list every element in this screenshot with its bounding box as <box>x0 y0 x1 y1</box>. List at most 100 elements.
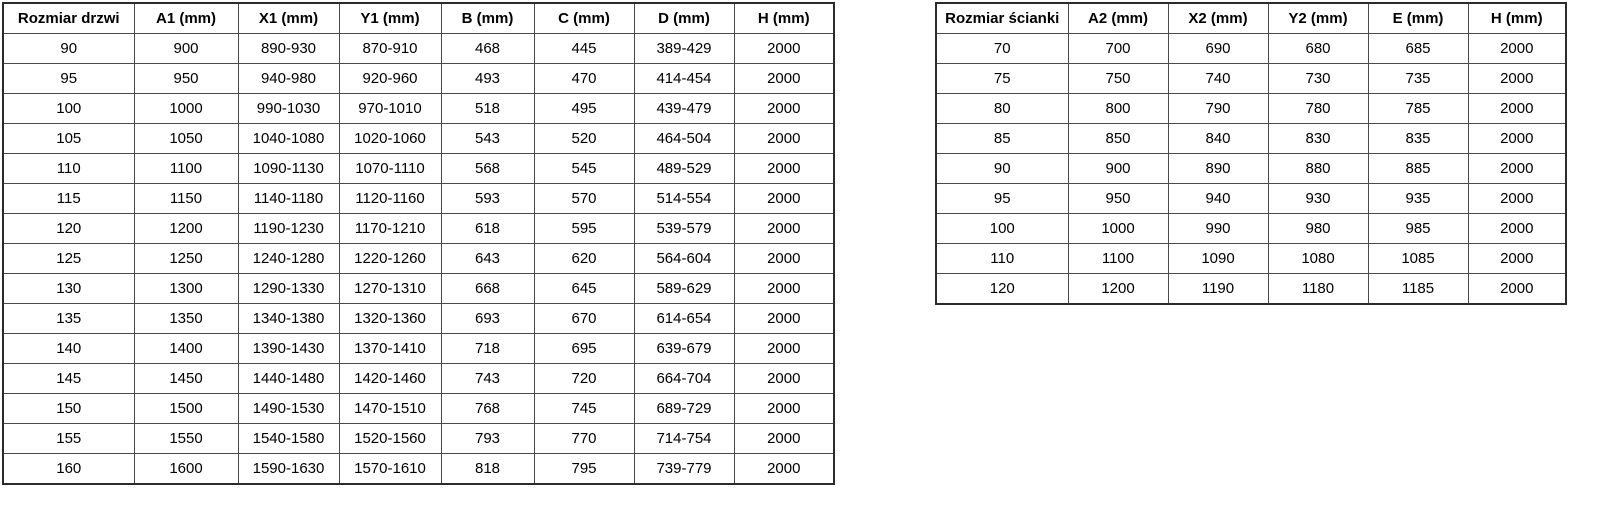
table-cell: 2000 <box>1467 153 1567 184</box>
table-cell: 950 <box>133 63 239 94</box>
table-cell: 1080 <box>1267 243 1369 274</box>
header-cell: X2 (mm) <box>1167 2 1269 34</box>
table-row: 75 750 740 730 735 2000 <box>935 63 1567 94</box>
table-cell: 718 <box>440 333 535 364</box>
table-cell: 2000 <box>733 243 835 274</box>
table-cell: 2000 <box>733 303 835 334</box>
table-cell: 940 <box>1167 183 1269 214</box>
table-cell: 100 <box>935 213 1069 244</box>
table-cell: 1350 <box>133 303 239 334</box>
table-row: 85 850 840 830 835 2000 <box>935 123 1567 154</box>
table-cell: 1100 <box>133 153 239 184</box>
table-cell: 818 <box>440 453 535 485</box>
table-cell: 1200 <box>1067 273 1169 305</box>
table-cell: 80 <box>935 93 1069 124</box>
table-cell: 1590-1630 <box>237 453 340 485</box>
table-cell: 520 <box>533 123 635 154</box>
table-cell: 145 <box>2 363 135 394</box>
table-cell: 495 <box>533 93 635 124</box>
table-cell: 1440-1480 <box>237 363 340 394</box>
table-cell: 2000 <box>1467 213 1567 244</box>
table-cell: 1190 <box>1167 273 1269 305</box>
table-cell: 700 <box>1067 33 1169 64</box>
header-cell: Rozmiar ścianki <box>935 2 1069 34</box>
table-row: 145 1450 1440-1480 1420-1460 743 720 664-704 20… <box>2 363 835 394</box>
table-cell: 593 <box>440 183 535 214</box>
table-cell: 743 <box>440 363 535 394</box>
table-cell: 1000 <box>133 93 239 124</box>
table-cell: 714-754 <box>633 423 735 454</box>
table-cell: 830 <box>1267 123 1369 154</box>
table-cell: 985 <box>1367 213 1469 244</box>
table-cell: 2000 <box>733 273 835 304</box>
table-cell: 2000 <box>1467 273 1567 305</box>
table-cell: 930 <box>1267 183 1369 214</box>
table-row: 160 1600 1590-1630 1570-1610 818 795 739-779 20… <box>2 453 835 485</box>
table-cell: 1180 <box>1267 273 1369 305</box>
door-dimensions-table: Rozmiar drzwi A1 (mm) X1 (mm) Y1 (mm) B (mm)… <box>2 2 835 485</box>
table-row: 95 950 940 930 935 2000 <box>935 183 1567 214</box>
table-cell: 920-960 <box>338 63 442 94</box>
table-cell: 564-604 <box>633 243 735 274</box>
table-cell: 115 <box>2 183 135 214</box>
table-cell: 389-429 <box>633 33 735 64</box>
header-cell: A1 (mm) <box>133 2 239 34</box>
table-cell: 970-1010 <box>338 93 442 124</box>
table-cell: 2000 <box>733 153 835 184</box>
table-cell: 1000 <box>1067 213 1169 244</box>
table-cell: 2000 <box>733 393 835 424</box>
header-cell: D (mm) <box>633 2 735 34</box>
table-cell: 130 <box>2 273 135 304</box>
table-cell: 2000 <box>733 333 835 364</box>
table-cell: 1050 <box>133 123 239 154</box>
table-cell: 568 <box>440 153 535 184</box>
table-cell: 645 <box>533 273 635 304</box>
table-cell: 1550 <box>133 423 239 454</box>
table-row: 110 1100 1090 1080 1085 2000 <box>935 243 1567 274</box>
table-cell: 1450 <box>133 363 239 394</box>
table-cell: 70 <box>935 33 1069 64</box>
table-cell: 150 <box>2 393 135 424</box>
table-cell: 110 <box>935 243 1069 274</box>
table-cell: 100 <box>2 93 135 124</box>
table-cell: 1470-1510 <box>338 393 442 424</box>
table-cell: 2000 <box>733 213 835 244</box>
table-row: 95 950 940-980 920-960 493 470 414-454 2000 <box>2 63 835 94</box>
table-cell: 570 <box>533 183 635 214</box>
table-cell: 1600 <box>133 453 239 485</box>
table-cell: 1070-1110 <box>338 153 442 184</box>
table-cell: 614-654 <box>633 303 735 334</box>
table-cell: 870-910 <box>338 33 442 64</box>
table-cell: 539-579 <box>633 213 735 244</box>
table-cell: 980 <box>1267 213 1369 244</box>
table-cell: 1570-1610 <box>338 453 442 485</box>
table-cell: 95 <box>935 183 1069 214</box>
table-cell: 740 <box>1167 63 1269 94</box>
table-cell: 768 <box>440 393 535 424</box>
table-cell: 935 <box>1367 183 1469 214</box>
table-cell: 1420-1460 <box>338 363 442 394</box>
wall-panel-dimensions-table: Rozmiar ścianki A2 (mm) X2 (mm) Y2 (mm) E (m… <box>935 2 1567 305</box>
table-cell: 618 <box>440 213 535 244</box>
table-cell: 1540-1580 <box>237 423 340 454</box>
table-cell: 2000 <box>1467 63 1567 94</box>
table-cell: 545 <box>533 153 635 184</box>
header-cell: Rozmiar drzwi <box>2 2 135 34</box>
header-cell: A2 (mm) <box>1067 2 1169 34</box>
table-cell: 2000 <box>733 363 835 394</box>
table-cell: 439-479 <box>633 93 735 124</box>
wall-table-header: Rozmiar ścianki A2 (mm) X2 (mm) Y2 (mm) E (m… <box>935 2 1567 34</box>
table-cell: 850 <box>1067 123 1169 154</box>
table-cell: 1140-1180 <box>237 183 340 214</box>
header-cell: E (mm) <box>1367 2 1469 34</box>
table-cell: 1220-1260 <box>338 243 442 274</box>
table-cell: 2000 <box>1467 183 1567 214</box>
table-cell: 489-529 <box>633 153 735 184</box>
table-row: 115 1150 1140-1180 1120-1160 593 570 514-554 20… <box>2 183 835 214</box>
table-cell: 750 <box>1067 63 1169 94</box>
table-cell: 840 <box>1167 123 1269 154</box>
table-cell: 2000 <box>733 93 835 124</box>
table-cell: 720 <box>533 363 635 394</box>
table-cell: 739-779 <box>633 453 735 485</box>
table-cell: 900 <box>133 33 239 64</box>
